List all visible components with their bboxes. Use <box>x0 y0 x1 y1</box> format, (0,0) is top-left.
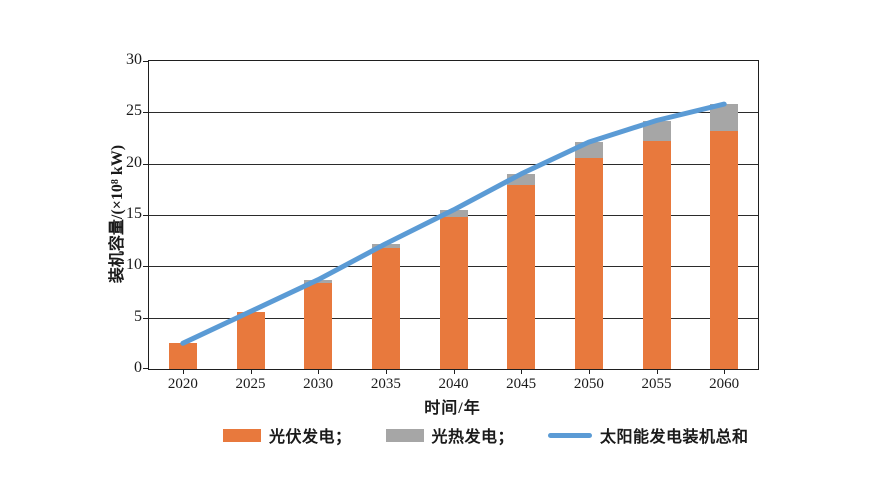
bar-segment-pv-2020 <box>168 343 197 369</box>
x-tick-label-2050: 2050 <box>573 376 604 392</box>
y-tick-label-25: 25 <box>126 102 142 120</box>
x-axis-tick <box>724 369 726 374</box>
bar-2055 <box>642 120 671 369</box>
bar-segment-pv-2060 <box>710 130 739 369</box>
y-axis-tick <box>143 317 149 319</box>
total-line <box>180 101 727 346</box>
x-axis-title: 时间/年 <box>424 400 481 417</box>
legend-label-csp: 光热发电； <box>431 429 515 446</box>
y-tick-label-15: 15 <box>126 205 142 222</box>
y-tick-label-30: 30 <box>126 51 142 68</box>
bar-segment-pv-2055 <box>642 141 671 369</box>
gridline-y-25 <box>149 112 758 114</box>
x-tick-label-2035: 2035 <box>370 376 401 392</box>
bar-2050 <box>574 142 603 369</box>
y-axis-tick <box>143 61 149 62</box>
x-axis-tick <box>521 369 523 374</box>
y-tick-label-10: 10 <box>126 256 142 274</box>
bar-2045 <box>507 173 536 369</box>
y-tick-label-20: 20 <box>126 153 142 171</box>
legend-item-csp: 光热发电； <box>385 423 515 447</box>
x-tick-label-2045: 2045 <box>506 376 537 392</box>
gridline-y-20 <box>149 163 758 165</box>
x-tick-label-2040: 2040 <box>438 376 469 392</box>
x-tick-label-2025: 2025 <box>235 376 266 392</box>
x-axis-tick <box>588 369 590 374</box>
x-axis-tick <box>182 369 184 374</box>
bar-segment-pv-2040 <box>439 217 468 369</box>
bar-segment-pv-2050 <box>574 157 603 369</box>
plot-area: 2020 2025 2030 2035 2040 2045 2050 2055 2060 <box>143 60 759 392</box>
x-tick-label-2060: 2060 <box>709 376 740 392</box>
x-tick-label-2030: 2030 <box>303 376 334 392</box>
y-axis-tick <box>143 266 149 268</box>
pv-color-swatch <box>223 428 261 442</box>
bar-segment-pv-2025 <box>236 311 265 369</box>
legend-label-pv: 光伏发电； <box>269 429 352 446</box>
y-tick-label-5: 5 <box>134 307 142 325</box>
y-axis-tick <box>143 215 149 216</box>
x-tick-label-2020: 2020 <box>167 376 198 392</box>
legend-item-pv: 光伏发电； <box>223 423 352 447</box>
legend-item-total-line: 太阳能发电装机总和 <box>548 423 749 447</box>
bar-segment-pv-2045 <box>507 185 536 369</box>
x-axis-tick <box>318 369 320 374</box>
chart-legend: 光伏发电； 光热发电； 太阳能发电装机总和 <box>223 423 749 447</box>
x-axis-tick <box>385 369 387 374</box>
y-tick-label-0: 0 <box>134 359 142 376</box>
y-axis-tick <box>143 368 149 369</box>
bar-2025 <box>236 311 265 369</box>
x-axis-tick <box>250 369 252 374</box>
legend-label-total: 太阳能发电装机总和 <box>600 429 749 446</box>
bar-segment-pv-2030 <box>304 282 333 369</box>
x-axis-tick <box>656 369 658 374</box>
x-axis-tick <box>453 369 455 374</box>
x-tick-label-2055: 2055 <box>641 376 672 392</box>
total-line-swatch <box>548 432 593 438</box>
bar-2020 <box>168 343 197 369</box>
bar-2060 <box>710 104 739 369</box>
y-axis-tick <box>143 112 149 114</box>
y-axis-tick-labels: 0 5 10 15 20 25 30 <box>100 51 142 376</box>
bar-segment-csp-2055 <box>642 120 671 142</box>
bar-2040 <box>439 209 468 369</box>
y-axis-tick <box>143 163 149 165</box>
bar-segment-pv-2035 <box>371 247 400 369</box>
bar-segment-csp-2045 <box>507 173 536 186</box>
csp-color-swatch <box>385 428 424 442</box>
bar-segment-csp-2040 <box>439 209 468 218</box>
